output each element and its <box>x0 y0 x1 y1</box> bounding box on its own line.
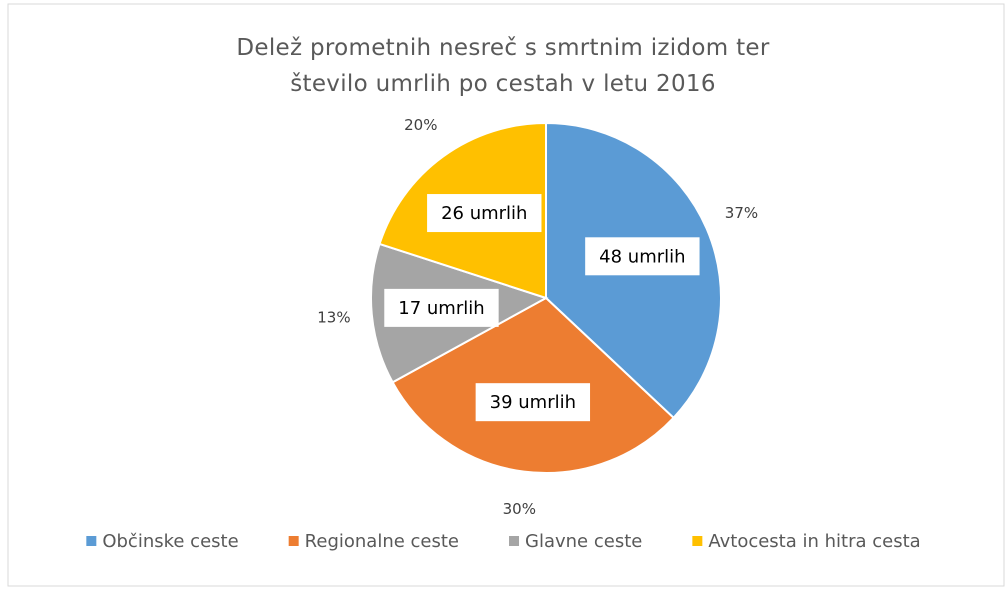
count-label-text: 17 umrlih <box>398 298 484 319</box>
count-label-text: 39 umrlih <box>490 392 576 413</box>
count-label: 48 umrlih <box>585 237 700 276</box>
legend-label: Občinske ceste <box>102 531 238 552</box>
count-label: 26 umrlih <box>427 194 542 233</box>
value-label: 37% <box>725 204 758 222</box>
count-label-box <box>427 194 542 233</box>
count-label-box <box>475 383 591 422</box>
legend-swatch <box>509 536 520 546</box>
legend-swatch <box>288 536 299 546</box>
legend-item: Regionalne ceste <box>288 531 459 552</box>
value-label: 30% <box>503 500 536 518</box>
count-label-text: 48 umrlih <box>599 246 685 267</box>
legend-item: Glavne ceste <box>509 531 642 552</box>
count-label: 17 umrlih <box>384 288 499 327</box>
value-label: 13% <box>317 309 350 327</box>
count-label-text: 26 umrlih <box>441 203 527 224</box>
count-label-box <box>585 237 700 276</box>
chart-border <box>7 3 1005 587</box>
legend-label: Glavne ceste <box>525 531 642 552</box>
value-label: 20% <box>404 116 437 134</box>
legend-swatch <box>692 536 703 546</box>
count-label: 39 umrlih <box>475 383 591 422</box>
legend-label: Regionalne ceste <box>305 531 459 552</box>
legend-item: Avtocesta in hitra cesta <box>692 531 921 552</box>
legend-item: Občinske ceste <box>86 531 239 552</box>
legend-label: Avtocesta in hitra cesta <box>708 531 920 552</box>
legend-swatch <box>86 536 97 546</box>
count-label-box <box>384 288 499 327</box>
chart-title: Delež prometnih nesreč s smrtnim izidom … <box>236 35 770 97</box>
